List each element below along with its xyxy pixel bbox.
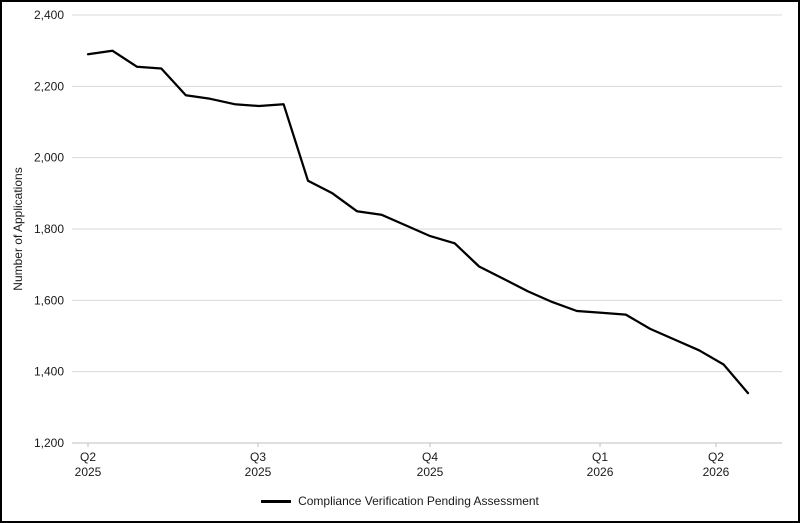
- x-tick-sublabel: 2025: [75, 465, 102, 479]
- y-tick-label: 2,400: [34, 8, 64, 22]
- x-tick-sublabel: 2025: [417, 465, 444, 479]
- legend-label: Compliance Verification Pending Assessme…: [298, 494, 539, 508]
- y-tick-label: 1,400: [34, 365, 64, 379]
- y-tick-label: 2,000: [34, 151, 64, 165]
- x-tick-sublabel: 2026: [703, 465, 730, 479]
- x-tick-label: Q2: [80, 450, 96, 464]
- x-tick-label: Q1: [592, 450, 608, 464]
- legend-line-swatch: [261, 499, 292, 503]
- y-tick-label: 2,200: [34, 79, 64, 93]
- x-tick-sublabel: 2026: [587, 465, 614, 479]
- y-tick-label: 1,800: [34, 222, 64, 236]
- series-line: [86, 49, 750, 395]
- y-axis-title: Number of Applications: [11, 167, 25, 291]
- y-tick-label: 1,200: [34, 436, 64, 450]
- x-tick-sublabel: 2025: [245, 465, 272, 479]
- x-tick-label: Q2: [708, 450, 724, 464]
- x-tick-label: Q4: [422, 450, 438, 464]
- y-tick-label: 1,600: [34, 293, 64, 307]
- legend: Compliance Verification Pending Assessme…: [2, 494, 798, 508]
- x-tick-label: Q3: [250, 450, 266, 464]
